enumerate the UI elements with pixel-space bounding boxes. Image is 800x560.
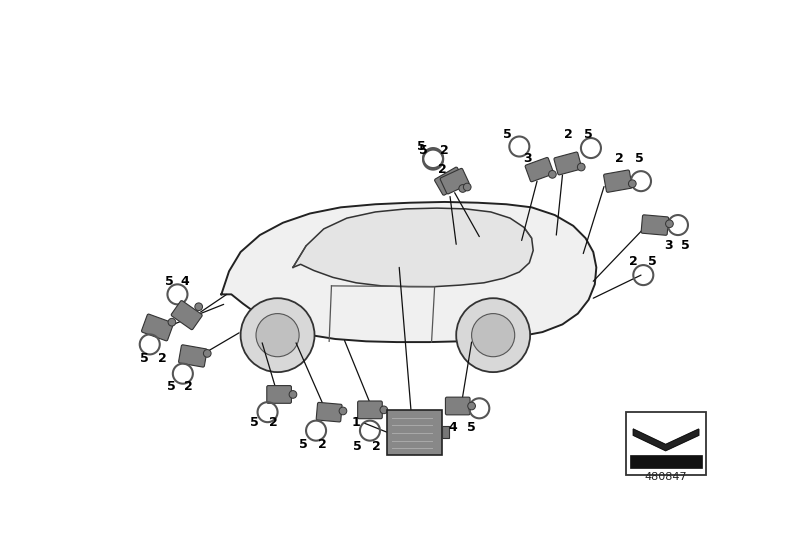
Text: 2: 2 [318,438,326,451]
Text: 5: 5 [299,438,308,451]
Circle shape [241,298,314,372]
FancyBboxPatch shape [266,386,291,403]
Text: 1: 1 [352,417,361,430]
Text: 5: 5 [250,417,259,430]
Text: 2: 2 [372,440,381,452]
Text: 2: 2 [184,380,193,393]
FancyBboxPatch shape [554,152,582,175]
Text: 2: 2 [439,144,448,157]
Circle shape [256,314,299,357]
Circle shape [468,402,475,410]
Text: 2: 2 [615,152,624,165]
Polygon shape [222,202,596,342]
Text: 5: 5 [419,144,428,157]
Circle shape [578,163,585,171]
Text: 2: 2 [564,128,573,142]
FancyBboxPatch shape [434,167,466,195]
Text: 5: 5 [166,275,174,288]
Text: 5: 5 [648,255,657,268]
Text: 3: 3 [665,239,673,253]
FancyBboxPatch shape [142,314,174,341]
Circle shape [459,185,466,192]
Circle shape [203,349,211,357]
Circle shape [472,314,514,357]
FancyBboxPatch shape [446,397,470,415]
Circle shape [289,390,297,398]
Text: 5: 5 [503,128,512,142]
Text: 5: 5 [635,152,644,165]
FancyBboxPatch shape [525,157,554,182]
Circle shape [380,406,388,414]
Text: 480847: 480847 [644,472,687,482]
Polygon shape [293,208,534,287]
FancyBboxPatch shape [358,401,382,419]
Text: 5: 5 [584,128,593,142]
Polygon shape [634,429,698,451]
Text: 5: 5 [354,440,362,452]
Circle shape [629,180,636,188]
Circle shape [195,303,202,311]
Bar [442,426,450,438]
Text: 5: 5 [682,239,690,253]
FancyBboxPatch shape [440,169,469,194]
Text: 4: 4 [181,275,190,288]
FancyBboxPatch shape [604,170,632,192]
FancyBboxPatch shape [316,403,342,422]
Bar [630,455,702,468]
Text: 2: 2 [629,255,638,268]
Text: 2: 2 [438,163,446,176]
Text: 2: 2 [158,352,166,365]
Circle shape [168,318,176,326]
Circle shape [666,220,674,227]
Text: 3: 3 [523,152,532,165]
Text: 2: 2 [269,417,278,430]
Circle shape [339,407,347,415]
Circle shape [456,298,530,372]
Text: 4: 4 [448,421,457,434]
Text: 5: 5 [167,380,176,393]
FancyBboxPatch shape [387,410,442,455]
Bar [626,412,706,475]
FancyBboxPatch shape [641,215,669,235]
FancyBboxPatch shape [178,345,207,367]
FancyBboxPatch shape [171,301,202,330]
Text: 5: 5 [417,140,426,153]
Text: 5: 5 [467,421,476,434]
Circle shape [463,183,471,191]
Text: 5: 5 [140,352,149,365]
Circle shape [549,170,556,178]
